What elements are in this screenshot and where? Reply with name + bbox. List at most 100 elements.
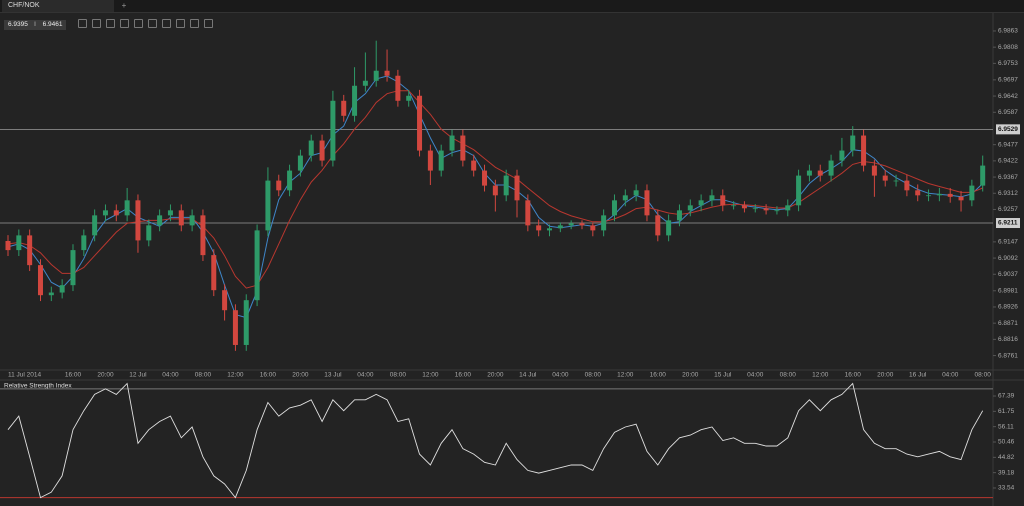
candle-body <box>124 200 130 216</box>
candle-body <box>5 240 11 251</box>
candle-body <box>514 175 520 201</box>
candle-body <box>980 165 986 186</box>
x-tick-label: 04:00 <box>747 372 764 379</box>
candle-body <box>417 95 423 151</box>
candle-body <box>644 190 650 216</box>
x-tick-label: 15 Jul <box>714 372 732 379</box>
candle-body <box>861 135 867 166</box>
tool-chart-type[interactable] <box>120 19 129 28</box>
toolbar <box>78 19 213 28</box>
candle-body <box>536 225 542 231</box>
y-tick-label: 6.9257 <box>998 206 1018 213</box>
y-tick-label: 61.75 <box>998 408 1015 415</box>
candle-body <box>915 190 921 196</box>
candle-body <box>37 265 43 296</box>
rsi-title: Relative Strength Index <box>4 383 72 390</box>
candle-body <box>373 70 379 81</box>
candle-body <box>601 215 607 231</box>
x-tick-label: 16:00 <box>845 372 862 379</box>
candle-body <box>16 235 22 251</box>
tool-save[interactable] <box>162 19 171 28</box>
x-tick-label: 16:00 <box>65 372 82 379</box>
tool-template[interactable] <box>148 19 157 28</box>
candle-body <box>352 85 358 116</box>
candle-body <box>893 180 899 182</box>
candle-body <box>27 235 33 266</box>
tab-bar: CHF/NOK + <box>0 0 1024 13</box>
candle-body <box>146 225 152 241</box>
candle-body <box>687 205 693 211</box>
bid: 6.9395 <box>8 21 28 28</box>
x-tick-label: 08:00 <box>780 372 797 379</box>
candle-body <box>622 195 628 201</box>
candle-body <box>427 150 433 171</box>
candle-body <box>189 215 195 226</box>
candle-body <box>438 150 444 171</box>
candle-body <box>92 215 98 236</box>
x-tick-label: 04:00 <box>942 372 959 379</box>
x-tick-label: 20:00 <box>682 372 699 379</box>
tool-crosshair[interactable] <box>106 19 115 28</box>
x-tick-label: 20:00 <box>292 372 309 379</box>
candle-body <box>774 210 780 212</box>
add-tab[interactable]: + <box>121 1 127 10</box>
price-label-box <box>996 218 1020 229</box>
x-tick-label: 13 Jul <box>324 372 342 379</box>
x-tick-label: 08:00 <box>585 372 602 379</box>
candle-body <box>817 170 823 176</box>
y-tick-label: 6.9697 <box>998 77 1018 84</box>
candle-body <box>254 230 260 301</box>
tool-zoom-in[interactable] <box>78 19 87 28</box>
x-tick-label: 14 Jul <box>519 372 537 379</box>
candle-body <box>882 175 888 181</box>
candle-body <box>958 196 964 201</box>
candle-body <box>308 140 314 156</box>
x-tick-label: 16:00 <box>455 372 472 379</box>
y-tick-label: 6.9863 <box>998 28 1018 35</box>
candle-body <box>406 95 412 101</box>
candle-body <box>676 210 682 221</box>
y-tick-label: 6.9147 <box>998 239 1018 246</box>
x-tick-label: 04:00 <box>357 372 374 379</box>
y-tick-label: 6.9587 <box>998 109 1018 116</box>
candle-body <box>611 200 617 216</box>
candle-body <box>330 100 336 161</box>
candle-body <box>871 165 877 176</box>
tool-zoom-out[interactable] <box>92 19 101 28</box>
candle-body <box>698 200 704 206</box>
candle-body <box>926 195 932 197</box>
tool-period[interactable] <box>134 19 143 28</box>
y-tick-label: 6.8816 <box>998 336 1018 343</box>
candle-body <box>503 175 509 196</box>
y-tick-label: 6.9037 <box>998 271 1018 278</box>
y-tick-label: 6.9422 <box>998 158 1018 165</box>
candle-body <box>59 285 65 293</box>
candle-body <box>828 160 834 176</box>
x-tick-label: 12:00 <box>812 372 829 379</box>
candle-body <box>70 250 76 286</box>
candle-body <box>492 185 498 196</box>
tool-draw[interactable] <box>204 19 213 28</box>
y-tick-label: 50.46 <box>998 439 1015 446</box>
quote-box[interactable]: 6.9395 ‖ 6.9461 <box>4 20 67 30</box>
tool-indicators[interactable] <box>176 19 185 28</box>
candle-body <box>785 205 791 211</box>
tab[interactable]: CHF/NOK <box>2 0 114 12</box>
candle-body <box>200 215 206 256</box>
ask: 6.9461 <box>42 21 63 28</box>
candle-body <box>850 135 856 151</box>
x-tick-label: 12 Jul <box>129 372 147 379</box>
y-tick-label: 6.9312 <box>998 190 1018 197</box>
candle-body <box>449 135 455 151</box>
candle-body <box>341 100 347 116</box>
candle-body <box>547 228 552 231</box>
candle-body <box>167 210 173 216</box>
price-label: 6.9529 <box>998 126 1018 133</box>
y-tick-label: 6.8871 <box>998 320 1018 327</box>
candle-body <box>731 205 737 207</box>
candle-body <box>969 185 975 201</box>
y-tick-label: 56.11 <box>998 423 1014 430</box>
candle-body <box>904 180 910 191</box>
tool-objects[interactable] <box>190 19 199 28</box>
